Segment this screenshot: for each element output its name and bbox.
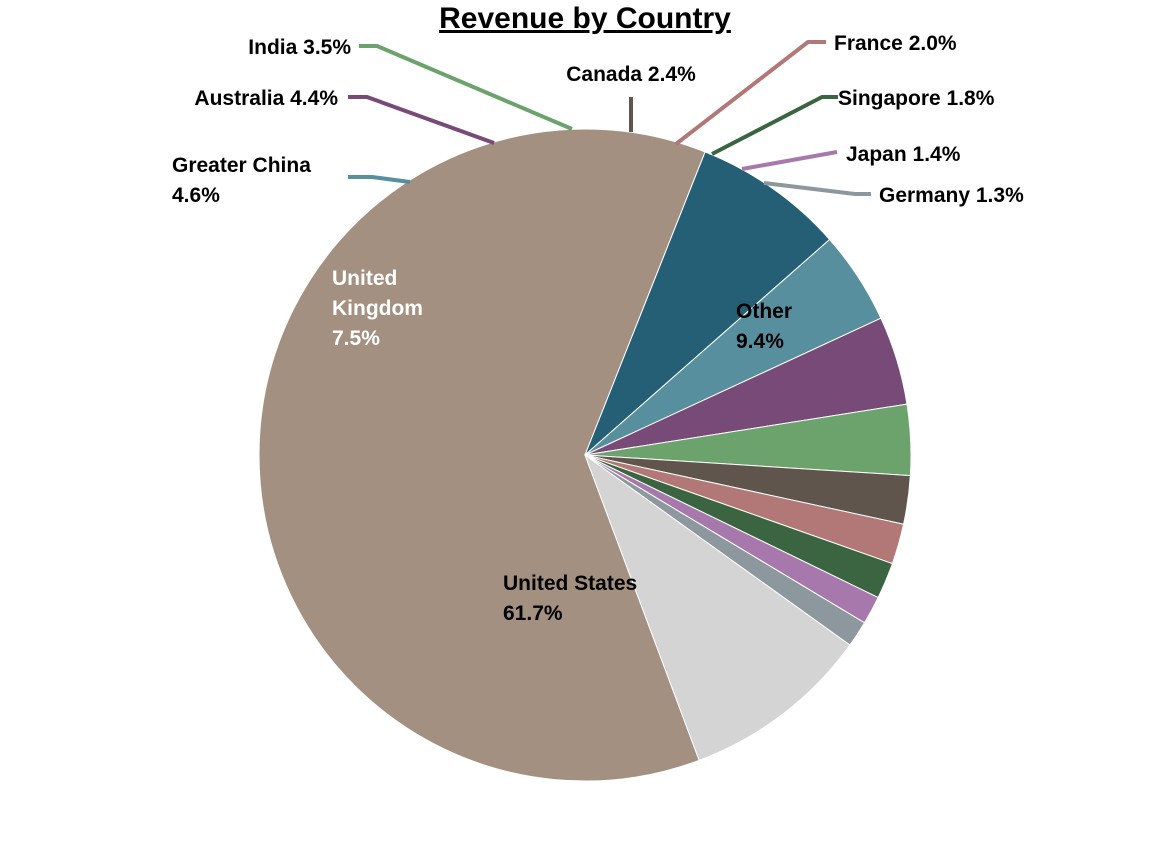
slice-label-united-kingdom: United Kingdom 7.5%: [332, 267, 423, 350]
slice-label-greater-china: Greater China 4.6%: [172, 154, 311, 207]
slice-label-germany: Germany 1.3%: [879, 184, 1024, 207]
chart-title: Revenue by Country: [439, 2, 731, 35]
slice-label-japan: Japan 1.4%: [846, 143, 961, 166]
slice-label-india: India 3.5%: [248, 36, 351, 59]
slice-label-france: France 2.0%: [834, 32, 957, 55]
slice-label-australia: Australia 4.4%: [194, 87, 338, 110]
leader-line-japan: [741, 150, 838, 171]
slice-united-kingdom: [584, 151, 831, 456]
slice-labels: United States 61.7% United Kingdom 7.5% Great…: [172, 32, 1024, 625]
slice-united-states: [258, 128, 706, 782]
slice-other: [583, 453, 851, 762]
slice-label-other: Other 9.4%: [736, 300, 792, 353]
leader-line-australia: [348, 95, 495, 145]
leader-line-greater-china: [348, 175, 411, 184]
slice-label-singapore: Singapore 1.8%: [838, 87, 995, 110]
leader-line-singapore: [711, 95, 838, 156]
slice-label-canada: Canada 2.4%: [566, 63, 696, 86]
leader-line-france: [674, 40, 826, 146]
pie-slices: [258, 128, 912, 782]
leader-line-germany: [763, 181, 871, 196]
slice-label-united-states: United States 61.7%: [503, 572, 637, 625]
leader-line-india: [359, 44, 573, 131]
